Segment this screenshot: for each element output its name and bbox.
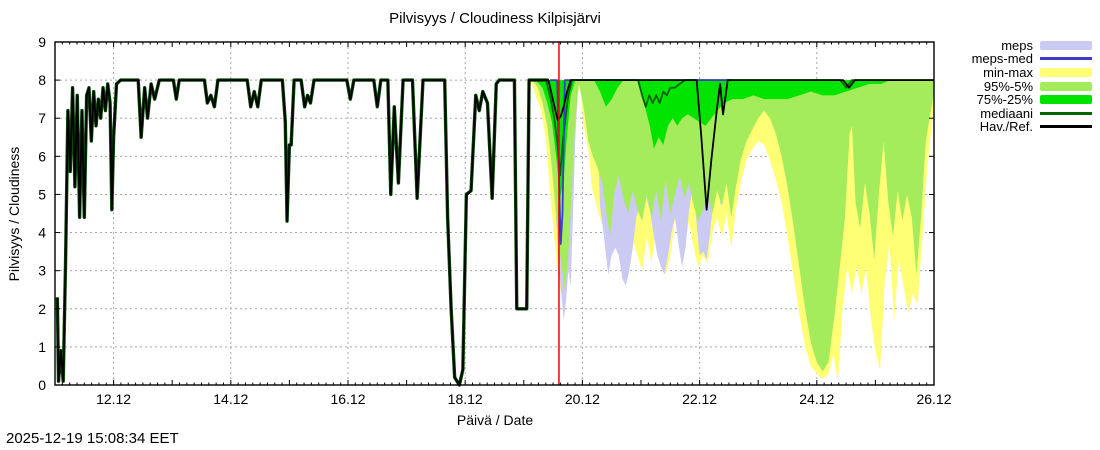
legend-swatch-band	[1040, 67, 1092, 77]
legend-swatch-line	[1040, 111, 1092, 115]
legend-swatch-line	[1040, 125, 1092, 129]
x-tick-label: 26.12	[916, 391, 951, 407]
legend-swatch-band	[1040, 40, 1092, 50]
y-tick-label: 5	[38, 186, 46, 202]
x-tick-label: 20.12	[565, 391, 600, 407]
legend-item-meps-med: meps-med	[971, 51, 1092, 67]
line-hav-ref-	[56, 79, 934, 386]
legend-swatch-band	[1040, 81, 1092, 91]
y-tick-label: 1	[38, 339, 46, 355]
legend-label: meps	[1001, 37, 1033, 53]
legend-label: 95%-5%	[983, 78, 1033, 94]
legend-item-mediaani: mediaani	[972, 105, 1092, 121]
x-tick-label: 16.12	[330, 391, 365, 407]
line-meps-med	[550, 79, 732, 245]
chart-title: Pilvisyys / Cloudiness Kilpisjärvi	[389, 10, 601, 27]
legend-label: mediaani	[980, 105, 1033, 121]
legend-item-hav-ref-: Hav./Ref.	[972, 119, 1092, 135]
y-tick-label: 3	[38, 263, 46, 279]
y-tick-label: 9	[38, 34, 46, 50]
x-tick-label: 14.12	[213, 391, 248, 407]
chart-timestamp: 2025-12-19 15:08:34 EET	[6, 430, 179, 447]
legend-item-meps: meps	[972, 37, 1092, 53]
x-tick-label: 24.12	[799, 391, 834, 407]
x-tick-label: 18.12	[448, 391, 483, 407]
x-tick-label: 12.12	[96, 391, 131, 407]
band-95-5-	[532, 80, 934, 372]
legend: meps meps-med min-max 95%-5% 75%-25% mediaani…	[971, 37, 1092, 135]
legend-label: min-max	[983, 64, 1033, 80]
legend-swatch-line	[1040, 57, 1092, 61]
legend-swatch-band	[1040, 95, 1092, 105]
x-axis-label: Päivä / Date	[456, 412, 534, 428]
legend-label: meps-med	[971, 51, 1033, 67]
legend-item-min-max: min-max	[972, 64, 1092, 80]
legend-label: 75%-25%	[976, 92, 1033, 108]
y-tick-label: 0	[38, 377, 46, 393]
legend-item-95-5-: 95%-5%	[972, 78, 1092, 94]
x-tick-label: 22.12	[682, 391, 717, 407]
y-tick-label: 8	[38, 72, 46, 88]
legend-label: Hav./Ref.	[979, 119, 1033, 135]
legend-item-75-25-: 75%-25%	[972, 92, 1092, 108]
y-tick-label: 2	[38, 301, 46, 317]
y-tick-label: 6	[38, 148, 46, 164]
y-tick-label: 4	[38, 225, 46, 241]
y-tick-label: 7	[38, 110, 46, 126]
